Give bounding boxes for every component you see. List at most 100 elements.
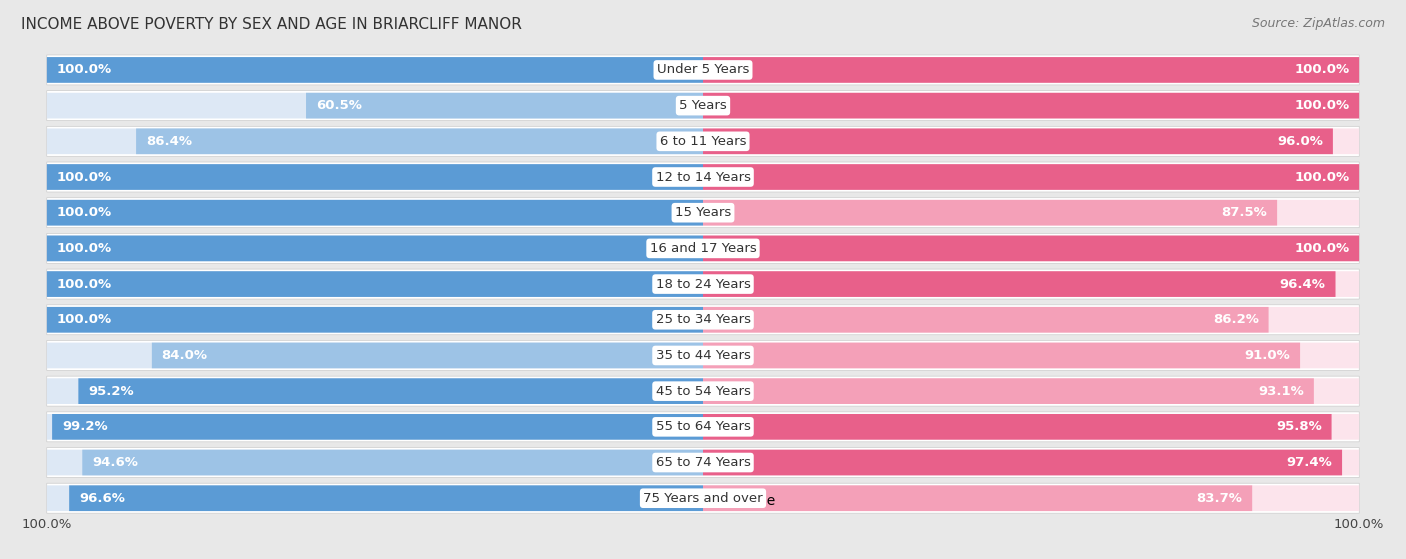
Text: 97.4%: 97.4% — [1286, 456, 1333, 469]
Text: 100.0%: 100.0% — [56, 206, 112, 219]
FancyBboxPatch shape — [307, 93, 703, 119]
Text: 86.4%: 86.4% — [146, 135, 193, 148]
FancyBboxPatch shape — [703, 164, 1360, 190]
Text: 5 Years: 5 Years — [679, 99, 727, 112]
Text: 45 to 54 Years: 45 to 54 Years — [655, 385, 751, 397]
Text: 95.8%: 95.8% — [1277, 420, 1322, 433]
FancyBboxPatch shape — [703, 449, 1343, 475]
FancyBboxPatch shape — [46, 307, 703, 333]
FancyBboxPatch shape — [136, 129, 703, 154]
FancyBboxPatch shape — [52, 414, 703, 440]
Text: 65 to 74 Years: 65 to 74 Years — [655, 456, 751, 469]
FancyBboxPatch shape — [46, 448, 1360, 477]
FancyBboxPatch shape — [46, 57, 703, 83]
FancyBboxPatch shape — [703, 485, 1360, 511]
FancyBboxPatch shape — [703, 164, 1360, 190]
FancyBboxPatch shape — [703, 93, 1360, 119]
Text: 100.0%: 100.0% — [21, 518, 72, 531]
FancyBboxPatch shape — [46, 483, 1360, 513]
Text: 83.7%: 83.7% — [1197, 492, 1243, 505]
Text: 93.1%: 93.1% — [1258, 385, 1303, 397]
Text: 95.2%: 95.2% — [89, 385, 134, 397]
FancyBboxPatch shape — [703, 271, 1336, 297]
Text: 100.0%: 100.0% — [56, 170, 112, 183]
FancyBboxPatch shape — [703, 449, 1360, 475]
FancyBboxPatch shape — [46, 412, 1360, 442]
FancyBboxPatch shape — [46, 91, 1360, 121]
FancyBboxPatch shape — [703, 414, 1331, 440]
Text: 6 to 11 Years: 6 to 11 Years — [659, 135, 747, 148]
FancyBboxPatch shape — [46, 129, 703, 154]
Text: 96.4%: 96.4% — [1279, 278, 1326, 291]
Text: 100.0%: 100.0% — [56, 63, 112, 77]
FancyBboxPatch shape — [703, 414, 1360, 440]
Text: 91.0%: 91.0% — [1244, 349, 1291, 362]
Text: 15 Years: 15 Years — [675, 206, 731, 219]
FancyBboxPatch shape — [703, 57, 1360, 83]
Text: Under 5 Years: Under 5 Years — [657, 63, 749, 77]
FancyBboxPatch shape — [46, 235, 703, 261]
FancyBboxPatch shape — [46, 164, 703, 190]
Text: 100.0%: 100.0% — [1294, 242, 1350, 255]
FancyBboxPatch shape — [703, 343, 1360, 368]
FancyBboxPatch shape — [46, 126, 1360, 157]
FancyBboxPatch shape — [69, 485, 703, 511]
Text: 84.0%: 84.0% — [162, 349, 208, 362]
FancyBboxPatch shape — [703, 307, 1268, 333]
Text: 100.0%: 100.0% — [56, 278, 112, 291]
FancyBboxPatch shape — [703, 378, 1360, 404]
Text: 18 to 24 Years: 18 to 24 Years — [655, 278, 751, 291]
FancyBboxPatch shape — [46, 200, 703, 225]
Text: 100.0%: 100.0% — [56, 242, 112, 255]
FancyBboxPatch shape — [46, 485, 703, 511]
FancyBboxPatch shape — [703, 57, 1360, 83]
Legend: Male, Female: Male, Female — [630, 494, 776, 508]
FancyBboxPatch shape — [46, 235, 703, 261]
Text: 94.6%: 94.6% — [93, 456, 138, 469]
FancyBboxPatch shape — [83, 449, 703, 475]
Text: 100.0%: 100.0% — [1294, 63, 1350, 77]
FancyBboxPatch shape — [46, 55, 1360, 85]
Text: 100.0%: 100.0% — [56, 313, 112, 326]
FancyBboxPatch shape — [703, 343, 1301, 368]
FancyBboxPatch shape — [703, 235, 1360, 261]
Text: 100.0%: 100.0% — [1294, 170, 1350, 183]
FancyBboxPatch shape — [46, 271, 703, 297]
FancyBboxPatch shape — [46, 378, 703, 404]
FancyBboxPatch shape — [46, 164, 703, 190]
FancyBboxPatch shape — [703, 200, 1277, 225]
Text: 100.0%: 100.0% — [1334, 518, 1385, 531]
FancyBboxPatch shape — [46, 449, 703, 475]
Text: 100.0%: 100.0% — [1294, 99, 1350, 112]
FancyBboxPatch shape — [703, 485, 1253, 511]
FancyBboxPatch shape — [46, 414, 703, 440]
Text: 75 Years and over: 75 Years and over — [643, 492, 763, 505]
FancyBboxPatch shape — [46, 269, 1360, 299]
Text: INCOME ABOVE POVERTY BY SEX AND AGE IN BRIARCLIFF MANOR: INCOME ABOVE POVERTY BY SEX AND AGE IN B… — [21, 17, 522, 32]
FancyBboxPatch shape — [46, 198, 1360, 228]
Text: 12 to 14 Years: 12 to 14 Years — [655, 170, 751, 183]
FancyBboxPatch shape — [46, 340, 1360, 371]
FancyBboxPatch shape — [46, 305, 1360, 335]
Text: 87.5%: 87.5% — [1222, 206, 1267, 219]
FancyBboxPatch shape — [79, 378, 703, 404]
FancyBboxPatch shape — [703, 129, 1360, 154]
FancyBboxPatch shape — [46, 343, 703, 368]
FancyBboxPatch shape — [703, 129, 1333, 154]
FancyBboxPatch shape — [46, 234, 1360, 263]
FancyBboxPatch shape — [46, 307, 703, 333]
Text: 86.2%: 86.2% — [1213, 313, 1258, 326]
FancyBboxPatch shape — [46, 376, 1360, 406]
FancyBboxPatch shape — [703, 235, 1360, 261]
Text: 25 to 34 Years: 25 to 34 Years — [655, 313, 751, 326]
FancyBboxPatch shape — [703, 93, 1360, 119]
FancyBboxPatch shape — [46, 93, 703, 119]
FancyBboxPatch shape — [703, 200, 1360, 225]
FancyBboxPatch shape — [46, 162, 1360, 192]
Text: Source: ZipAtlas.com: Source: ZipAtlas.com — [1251, 17, 1385, 30]
Text: 55 to 64 Years: 55 to 64 Years — [655, 420, 751, 433]
Text: 16 and 17 Years: 16 and 17 Years — [650, 242, 756, 255]
Text: 96.0%: 96.0% — [1277, 135, 1323, 148]
FancyBboxPatch shape — [703, 307, 1360, 333]
FancyBboxPatch shape — [46, 57, 703, 83]
